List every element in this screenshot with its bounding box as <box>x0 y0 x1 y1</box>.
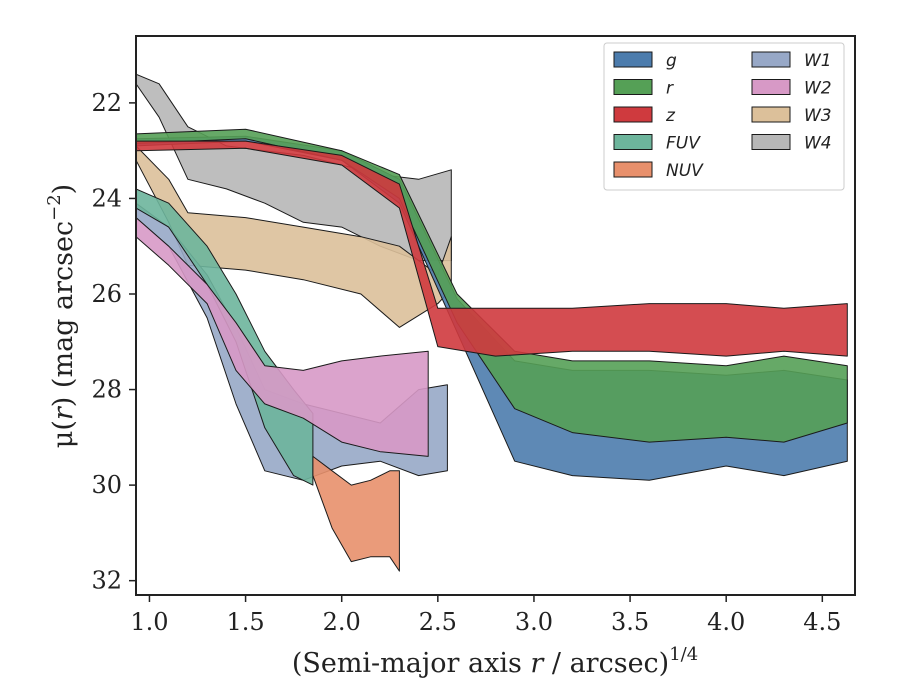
legend-label-r: r <box>666 79 674 99</box>
band-nuv <box>312 455 400 572</box>
y-tick-label: 24 <box>91 184 122 212</box>
legend-label-fuv: FUV <box>666 134 701 154</box>
band-fuv <box>136 188 314 486</box>
legend-swatch-nuv <box>613 161 653 178</box>
x-tick-label: 4.0 <box>707 608 745 636</box>
legend-swatch-w2 <box>751 79 791 95</box>
legend-label-w4: W4 <box>804 134 832 154</box>
y-tick-label: 32 <box>91 567 122 595</box>
x-axis-label: (Semi-major axis r / arcsec)1/4 <box>292 644 698 679</box>
legend: grz FUV NUV W1 W2 W3 W4 <box>603 42 845 191</box>
legend-swatch-fuv <box>613 134 653 150</box>
legend-label-w1: W1 <box>804 51 832 71</box>
plot-frame <box>135 35 856 596</box>
legend-swatch-w1 <box>751 51 791 68</box>
legend-swatch-g <box>613 51 653 68</box>
legend-label-nuv: NUV <box>666 161 704 181</box>
legend-label-z: z <box>665 106 676 126</box>
x-axis-ticks: 1.0 1.5 2.0 2.5 3.0 3.5 4.0 4.5 <box>130 595 841 636</box>
y-tick-label: 30 <box>91 471 122 499</box>
profile-bands <box>136 73 848 572</box>
x-tick-label: 1.0 <box>130 608 168 636</box>
legend-swatch-z <box>613 106 653 123</box>
y-tick-label: 26 <box>91 280 122 308</box>
y-axis-ticks: 22 24 26 28 30 32 <box>91 89 136 595</box>
legend-swatch-w3 <box>751 106 791 123</box>
legend-swatch-r <box>613 79 653 95</box>
x-tick-label: 2.0 <box>323 608 361 636</box>
x-tick-label: 1.5 <box>226 608 264 636</box>
x-tick-label: 3.5 <box>611 608 649 636</box>
legend-label-g: g <box>666 51 677 71</box>
legend-swatch-w4 <box>751 134 791 150</box>
x-tick-label: 2.5 <box>419 608 457 636</box>
legend-label-w3: W3 <box>804 106 832 126</box>
x-tick-label: 3.0 <box>515 608 553 636</box>
legend-label-w2: W2 <box>804 79 832 99</box>
y-tick-label: 22 <box>91 89 122 117</box>
band-w2 <box>136 217 429 457</box>
band-z <box>136 140 848 357</box>
y-tick-label: 28 <box>91 376 122 404</box>
y-axis-label: μ(r) (mag arcsec−2) <box>44 184 79 448</box>
x-tick-label: 4.5 <box>803 608 841 636</box>
